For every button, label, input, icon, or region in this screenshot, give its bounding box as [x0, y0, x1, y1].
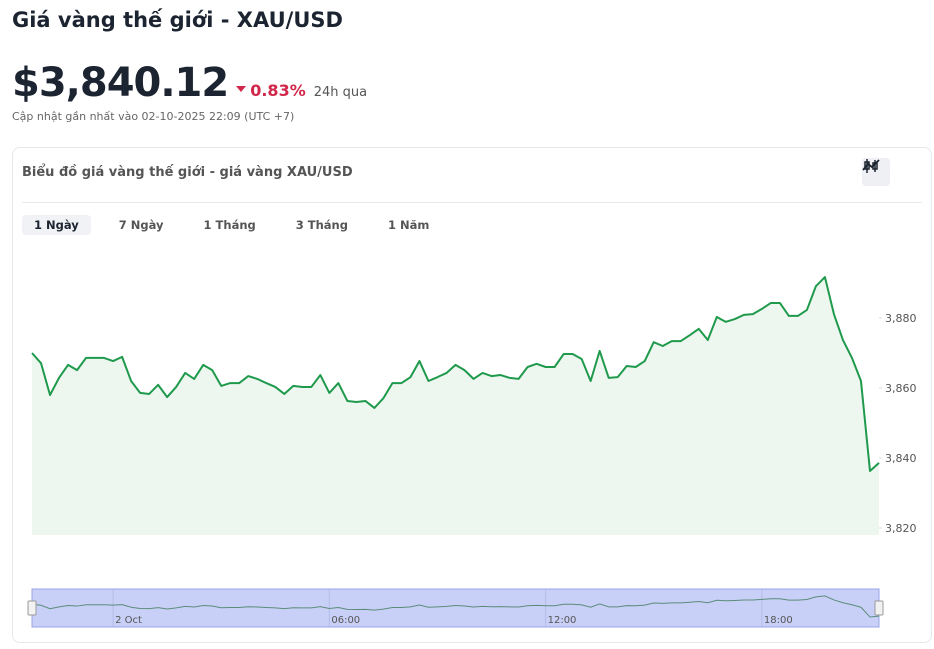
area-fill	[32, 277, 879, 535]
range-tab[interactable]: 1 Năm	[387, 218, 430, 232]
page-title: Giá vàng thế giới - XAU/USD	[12, 8, 343, 32]
navigator-handle[interactable]	[874, 600, 884, 616]
x-tick-label: 06:00	[331, 615, 360, 626]
x-tick-label: 12:00	[548, 615, 577, 626]
price-change: 0.83%	[236, 81, 306, 100]
navigator-handle[interactable]	[27, 600, 37, 616]
y-tick-label: 3,880	[885, 312, 917, 325]
range-tab[interactable]: 3 Tháng	[295, 218, 348, 232]
candle-icon	[864, 159, 878, 173]
y-tick-label: 3,860	[885, 382, 917, 395]
chart-type-switch	[862, 158, 922, 186]
divider	[22, 202, 922, 203]
updated: Cập nhật gần nhất vào 02-10-2025 22:09 (…	[12, 110, 295, 123]
x-tick-label: 2 Oct	[115, 615, 142, 626]
price: $3,840.12	[12, 60, 229, 106]
navigator-line	[31, 595, 880, 618]
range-tabs: 1 Ngày 7 Ngày 1 Tháng 3 Tháng 1 Năm	[22, 215, 453, 235]
card-title: Biểu đồ giá vàng thế giới - giá vàng XAU…	[22, 165, 353, 180]
y-tick-label: 3,840	[885, 452, 917, 465]
range-tab[interactable]: 1 Tháng	[203, 218, 256, 232]
candle-chart-button[interactable]	[864, 158, 922, 186]
chart-card: 3,820 3,840 3,860 3,880 2 Oct 06:00 12:00 18:00…	[12, 147, 932, 643]
y-tick-label: 3,820	[885, 522, 917, 535]
price-line	[31, 276, 880, 472]
range-tab[interactable]: 1 Ngày	[22, 215, 91, 235]
chart: 3,820 3,840 3,860 3,880 2 Oct 06:00 12:00 18:00	[27, 276, 917, 628]
period: 24h qua	[313, 85, 368, 100]
x-tick-label: 18:00	[764, 615, 793, 626]
range-tab[interactable]: 7 Ngày	[118, 218, 164, 232]
price-row: $3,840.12 0.83% 24h qua	[12, 60, 367, 106]
